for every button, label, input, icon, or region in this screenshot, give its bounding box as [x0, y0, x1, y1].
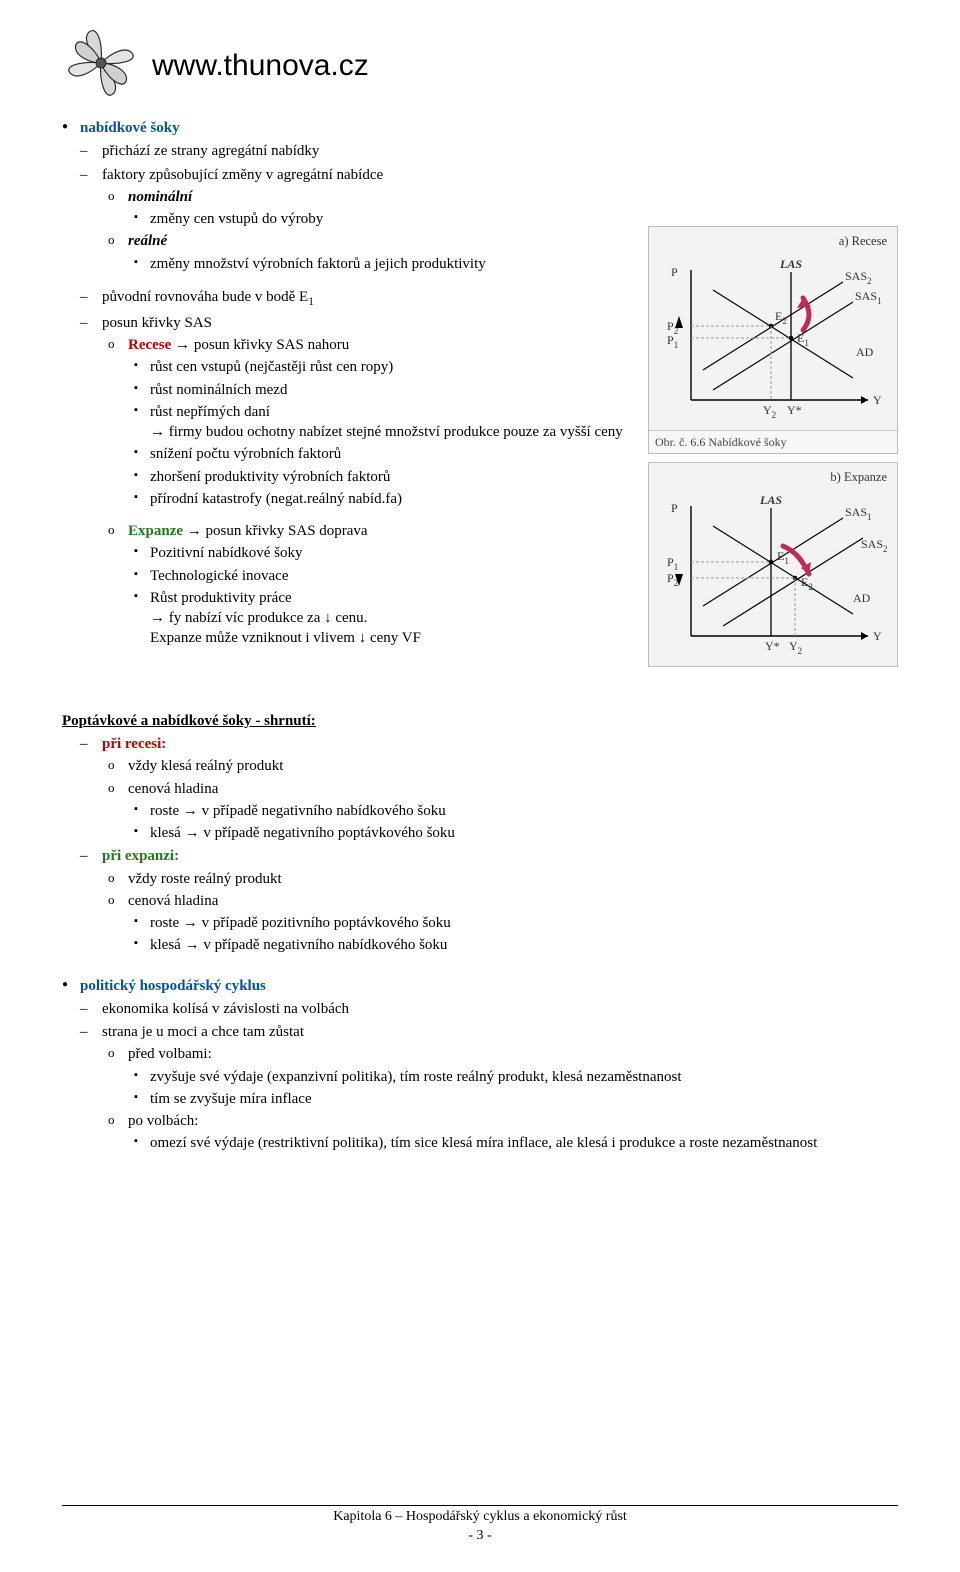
list-item: Pozitivní nabídkové šoky [128, 543, 634, 563]
list-item: Růst produktivity práce [128, 588, 634, 608]
list-item: při expanzi: vždy roste reálný produkt c… [80, 846, 898, 955]
svg-text:Y2: Y2 [789, 639, 802, 656]
flower-icon [62, 24, 140, 102]
list-item: přírodní katastrofy (negat.reálný nabíd.… [128, 489, 634, 509]
page-footer: Kapitola 6 – Hospodářský cyklus a ekonom… [62, 1505, 898, 1546]
list-item: změny množství výrobních faktorů a jejic… [128, 254, 634, 274]
left-column: nabídkové šoky přichází ze strany agregá… [62, 112, 634, 675]
list-item: po volbách: omezí své výdaje (restriktiv… [102, 1111, 898, 1154]
svg-text:P2: P2 [667, 571, 678, 588]
list-item: reálné změny množství výrobních faktorů … [102, 231, 634, 274]
arrow-note: → firmy budou ochotny nabízet stejné mno… [128, 422, 634, 442]
list-item: přichází ze strany agregátní nabídky [80, 141, 634, 161]
list-item: posun křivky SAS Recese → posun křivky S… [80, 313, 634, 649]
chart-recese: a) Recese P Y LAS SAS1 S [648, 226, 898, 454]
list-item: omezí své výdaje (restriktivní politika)… [128, 1133, 898, 1153]
list-item: vždy klesá reálný produkt [102, 756, 898, 776]
chart-caption: Obr. č. 6.6 Nabídkové šoky [649, 430, 897, 453]
svg-text:P: P [671, 501, 678, 515]
svg-text:LAS: LAS [779, 257, 802, 271]
list-item: tím se zvyšuje míra inflace [128, 1089, 898, 1109]
svg-text:AD: AD [853, 591, 871, 605]
list-item: klesá → v případě negativního poptávkové… [128, 823, 898, 843]
list-item: před volbami: zvyšuje své výdaje (expanz… [102, 1044, 898, 1109]
footer-chapter: Kapitola 6 – Hospodářský cyklus a ekonom… [62, 1508, 898, 1527]
section-heading: nabídkové šoky [80, 120, 180, 136]
list-item: roste → v případě pozitivního poptávkové… [128, 913, 898, 933]
arrow-note: Expanze může vzniknout i vlivem ↓ ceny V… [128, 628, 634, 648]
svg-text:SAS1: SAS1 [845, 505, 872, 522]
list-item: Recese → posun křivky SAS nahoru růst ce… [102, 335, 634, 509]
svg-text:P1: P1 [667, 555, 678, 572]
axis-label: Y [873, 393, 882, 407]
site-title: www.thunova.cz [152, 46, 369, 87]
list-item: klesá → v případě negativního nabídkovéh… [128, 935, 898, 955]
list-item: strana je u moci a chce tam zůstat před … [80, 1022, 898, 1154]
list-item: růst nepřímých daní [128, 402, 634, 422]
axis-label: P [671, 265, 678, 279]
list-item: růst cen vstupů (nejčastěji růst cen rop… [128, 357, 634, 377]
chart-expanze: b) Expanze P Y LAS SAS1 SAS2 [648, 462, 898, 667]
list-item: zvyšuje své výdaje (expanzivní politika)… [128, 1067, 898, 1087]
summary-section: Poptávkové a nabídkové šoky - shrnutí: p… [62, 711, 898, 956]
svg-text:E1: E1 [797, 331, 809, 348]
list-item: při recesi: vždy klesá reálný produkt ce… [80, 734, 898, 843]
list-item: ekonomika kolísá v závislosti na volbách [80, 999, 898, 1019]
svg-text:AD: AD [856, 345, 874, 359]
right-column: a) Recese P Y LAS SAS1 S [648, 112, 898, 675]
svg-text:SAS1: SAS1 [855, 289, 882, 306]
svg-text:E1: E1 [777, 549, 789, 566]
list-item: původní rovnováha bude v bodě E1 [80, 287, 634, 310]
section-nabidkove-soky: nabídkové šoky přichází ze strany agregá… [62, 118, 634, 649]
list-item: růst nominálních mezd [128, 380, 634, 400]
footer-page: - 3 - [62, 1527, 898, 1546]
summary-heading: Poptávkové a nabídkové šoky - shrnutí: [62, 711, 898, 731]
svg-text:Y*: Y* [787, 403, 802, 417]
svg-text:Y*: Y* [765, 639, 780, 653]
svg-text:LAS: LAS [759, 493, 782, 507]
arrow-note: → fy nabízí víc produkce za ↓ cenu. [128, 608, 634, 628]
section-heading: politický hospodářský cyklus [80, 978, 266, 994]
list-item: cenová hladina roste → v případě pozitiv… [102, 891, 898, 956]
svg-text:SAS2: SAS2 [845, 269, 872, 286]
list-item: cenová hladina roste → v případě negativ… [102, 779, 898, 844]
content-columns: nabídkové šoky přichází ze strany agregá… [62, 112, 898, 675]
list-item: faktory způsobující změny v agregátní na… [80, 165, 634, 274]
svg-text:SAS2: SAS2 [861, 537, 888, 554]
list-item: změny cen vstupů do výroby [128, 209, 634, 229]
list-item: nominální změny cen vstupů do výroby [102, 187, 634, 230]
list-item: Technologické inovace [128, 566, 634, 586]
svg-text:E2: E2 [801, 575, 813, 592]
list-item: vždy roste reálný produkt [102, 869, 898, 889]
list-item: snížení počtu výrobních faktorů [128, 444, 634, 464]
svg-text:Y: Y [873, 629, 882, 643]
list-item: Expanze → posun křivky SAS doprava Pozit… [102, 521, 634, 649]
list-item: roste → v případě negativního nabídkovéh… [128, 801, 898, 821]
list-item: zhoršení produktivity výrobních faktorů [128, 467, 634, 487]
section-politicky-cyklus: politický hospodářský cyklus ekonomika k… [62, 976, 898, 1154]
svg-text:Y2: Y2 [763, 403, 776, 420]
page-header: www.thunova.cz [62, 24, 898, 102]
